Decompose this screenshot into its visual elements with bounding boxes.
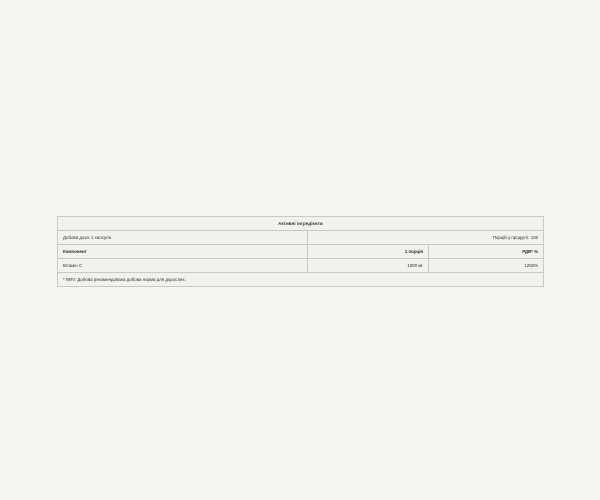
serving-info-row: Добова доза: 1 капсула Порцій у продукті…: [57, 230, 545, 245]
footnote-row: * NRV: Добова рекомендована добова норма…: [56, 272, 545, 287]
column-header-component: Компонент: [57, 244, 308, 259]
supplement-facts-table: Активні інгредієнти Добова доза: 1 капсу…: [56, 216, 545, 287]
footnote-text: * NRV: Добова рекомендована добова норма…: [56, 272, 545, 287]
ingredient-name: Вітамін С: [57, 258, 308, 273]
table-title-row: Активні інгредієнти: [56, 216, 545, 231]
column-header-row: Компонент 1 порція РДВ* %: [57, 244, 545, 259]
servings-per-container-label: Порцій у продукті: 100: [306, 230, 545, 245]
panel-title: Активні інгредієнти: [56, 216, 545, 231]
column-header-per-serving: 1 порція: [307, 244, 429, 259]
table-row: Вітамін С 1000 мг 1250%: [57, 258, 545, 273]
ingredient-amount: 1000 мг: [307, 258, 429, 273]
ingredient-daily-value: 1250%: [427, 258, 545, 273]
supplement-facts-panel: Активні інгредієнти Добова доза: 1 капсу…: [56, 216, 545, 287]
column-header-daily-value: РДВ* %: [427, 244, 545, 259]
serving-size-label: Добова доза: 1 капсула: [57, 230, 308, 245]
